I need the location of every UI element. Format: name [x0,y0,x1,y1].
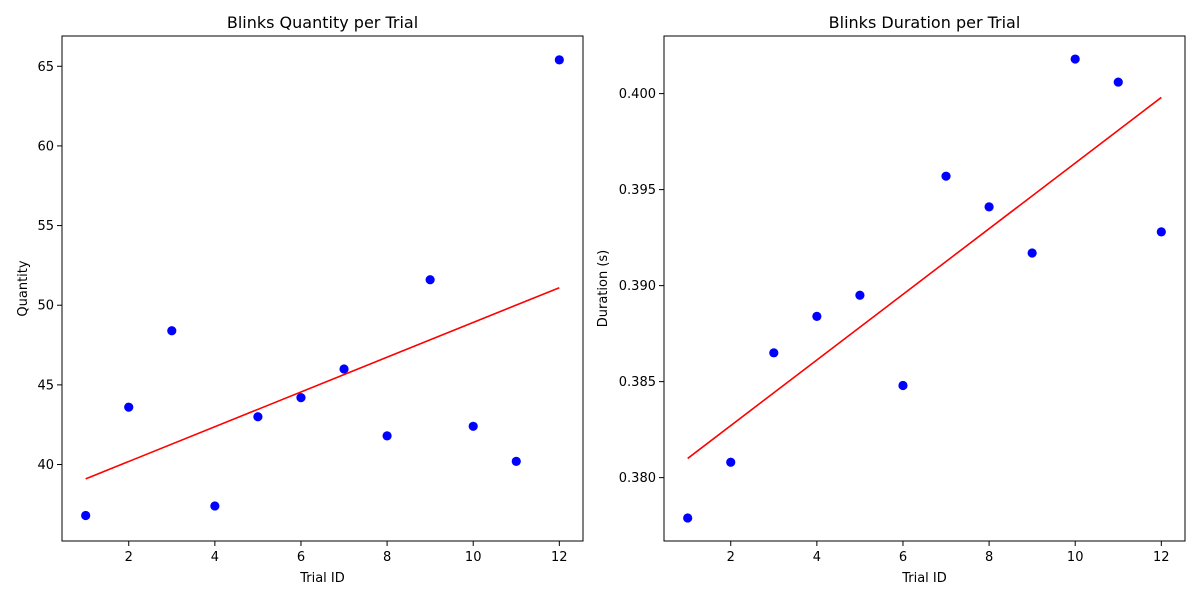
data-point-trial-8 [382,431,392,441]
data-point-trial-6 [898,380,908,391]
data-point-trial-7 [339,364,349,374]
data-point-trial-8 [984,202,994,212]
x-tick-label-10: 10 [465,550,482,565]
x-tick-label-6: 6 [297,550,305,565]
data-point-trial-1 [683,513,693,523]
data-point-trial-9 [425,275,435,285]
axes-frame [663,35,1186,542]
data-point-trial-11 [511,456,521,466]
y-tick-label-0-385: 0.385 [619,375,656,390]
data-point-trial-4 [210,501,220,511]
data-point-trial-7 [941,171,951,181]
chart-title: Blinks Duration per Trial [829,13,1021,32]
x-tick-label-2: 2 [125,550,133,565]
x-tick-label-8: 8 [985,550,993,565]
data-point-trial-12 [554,55,564,65]
trend-line [85,286,560,480]
y-tick-label-0-4: 0.400 [619,87,656,102]
y-tick-label-0-395: 0.395 [619,183,656,198]
data-point-trial-3 [769,348,779,358]
y-tick-label-60: 60 [37,139,54,154]
data-point-trial-12 [1156,227,1166,237]
x-tick-label-4: 4 [211,550,219,565]
x-tick-label-12: 12 [1153,550,1170,565]
data-point-trial-10 [468,421,478,431]
y-tick-label-45: 45 [37,378,54,393]
data-point-trial-2 [124,402,134,412]
x-tick-label-2: 2 [727,550,735,565]
x-tick-label-10: 10 [1067,550,1084,565]
chart-panel-1: Blinks Quantity per Trial 2 4 6 8 10 12 40 45 50 5… [16,13,584,586]
data-point-trial-10 [1070,54,1080,64]
y-tick-label-55: 55 [37,219,54,234]
y-tick-label-0-39: 0.390 [619,279,656,294]
x-tick-label-6: 6 [899,550,907,565]
x-axis-label: Trial ID [901,571,947,586]
data-point-trial-9 [1027,248,1037,258]
y-axis-label: Quantity [16,260,31,316]
y-tick-label-40: 40 [37,458,54,473]
data-point-trial-2 [726,457,736,467]
data-point-trial-11 [1113,77,1123,87]
chart-title: Blinks Quantity per Trial [227,13,418,32]
data-point-trial-5 [855,290,865,300]
chart-panel-2: Blinks Duration per Trial 2 4 6 8 10 12 0.380 0.… [596,13,1186,586]
y-tick-label-0-38: 0.380 [619,471,656,486]
y-tick-label-65: 65 [37,60,54,75]
data-point-trial-4 [812,311,822,321]
x-axis-label: Trial ID [299,571,345,586]
data-point-trial-1 [81,510,91,521]
x-tick-label-8: 8 [383,550,391,565]
y-tick-label-50: 50 [37,299,54,314]
y-axis-label: Duration (s) [596,250,611,328]
data-point-trial-6 [296,393,306,403]
data-point-trial-5 [253,412,263,422]
x-tick-label-4: 4 [813,550,821,565]
trend-line [687,96,1162,460]
data-point-trial-3 [167,326,177,336]
axes-frame [61,35,584,542]
x-tick-label-12: 12 [551,550,568,565]
